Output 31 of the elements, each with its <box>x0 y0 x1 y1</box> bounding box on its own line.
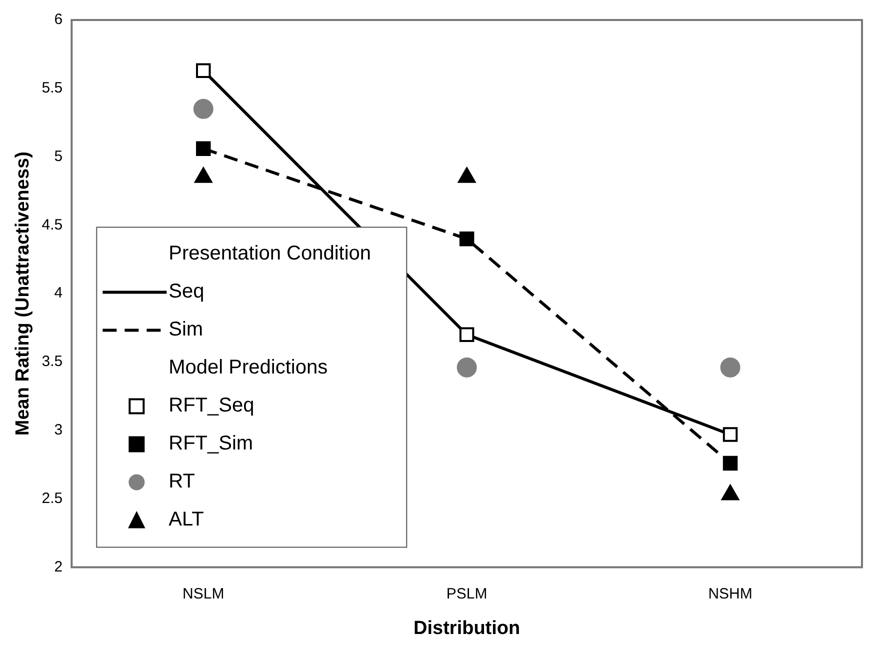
point <box>459 232 474 246</box>
y-tick-label: 3.5 <box>42 353 63 370</box>
point <box>459 327 474 342</box>
point <box>196 63 211 78</box>
y-tick-label: 3 <box>54 422 63 439</box>
point <box>456 357 477 378</box>
legend-title: Presentation Condition <box>168 242 372 265</box>
y-tick-label: 4 <box>54 284 63 302</box>
point <box>722 456 738 471</box>
annotation: Model Predictions <box>168 356 328 379</box>
point <box>193 98 214 119</box>
y-tick-label: 2 <box>54 558 63 576</box>
x-axis-title: Distribution <box>414 618 520 639</box>
legend-label: Sim <box>168 318 204 341</box>
legend-label: ALT <box>168 508 204 531</box>
point <box>722 427 738 442</box>
legend-label: Seq <box>168 280 204 303</box>
legend-label: RFT_Sim <box>168 432 254 455</box>
x-tick-label: NSLM <box>182 585 224 602</box>
point <box>196 141 211 156</box>
y-tick-label: 5.5 <box>42 80 63 97</box>
y-tick-label: 5 <box>54 148 63 165</box>
legend-label: RFT_Seq <box>168 394 254 417</box>
point <box>720 357 740 378</box>
y-axis-title: Mean Rating (Unattractiveness) <box>12 152 34 436</box>
y-tick-label: 4.5 <box>42 216 63 234</box>
legend-label: RT <box>168 470 195 493</box>
y-tick-label: 2.5 <box>42 490 63 507</box>
x-tick-label: PSLM <box>446 585 488 602</box>
x-tick-label: NSHM <box>708 585 752 602</box>
y-tick-label: 6 <box>54 11 63 28</box>
